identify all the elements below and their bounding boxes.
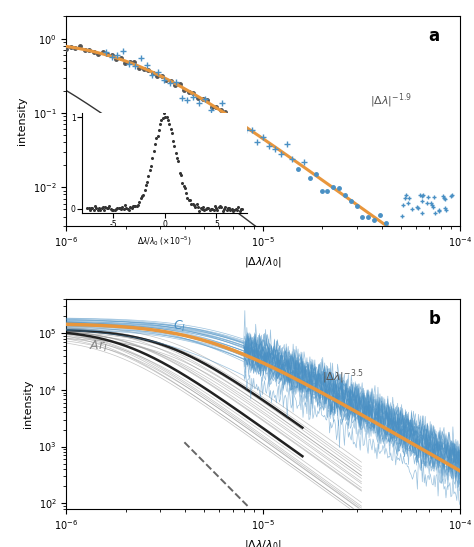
Text: a: a bbox=[428, 27, 439, 45]
Y-axis label: intensity: intensity bbox=[17, 97, 27, 146]
X-axis label: $|\Delta\lambda/\lambda_0|$: $|\Delta\lambda/\lambda_0|$ bbox=[244, 538, 282, 547]
Text: $|\Delta\lambda|^{-1.9}$: $|\Delta\lambda|^{-1.9}$ bbox=[370, 92, 412, 110]
Y-axis label: intensity: intensity bbox=[23, 380, 33, 428]
Text: $|\Delta\lambda|^{-3.5}$: $|\Delta\lambda|^{-3.5}$ bbox=[322, 367, 365, 386]
Text: $Ar_I$: $Ar_I$ bbox=[89, 339, 108, 354]
Text: $C_I$: $C_I$ bbox=[173, 319, 186, 334]
X-axis label: $|\Delta\lambda/\lambda_0|$: $|\Delta\lambda/\lambda_0|$ bbox=[244, 255, 282, 269]
Text: b: b bbox=[428, 310, 440, 328]
